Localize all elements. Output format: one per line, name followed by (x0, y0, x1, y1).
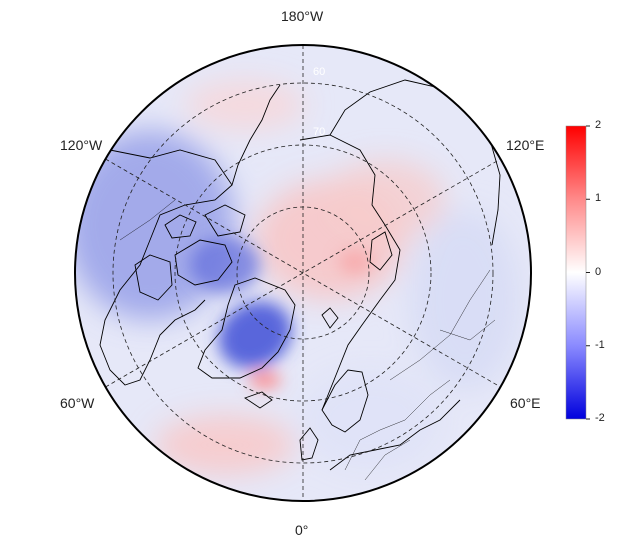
colorbar-gradient (566, 126, 586, 419)
coastline-alaska (231, 84, 281, 186)
border-canada-alaska (119, 199, 176, 241)
latitude-label-60: 60 (313, 66, 325, 78)
anomaly-siberia (325, 160, 445, 240)
coastline-iceland (244, 391, 273, 409)
border-russia-south (389, 269, 491, 381)
coastlines (99, 79, 501, 471)
colorbar-tick-label: 1 (595, 192, 602, 205)
colorbar (565, 125, 590, 420)
coastline-europe (329, 399, 461, 471)
latitude-circle-outer (112, 82, 494, 464)
coastline-scandinavia (321, 369, 369, 433)
anomaly-pacific (185, 80, 305, 130)
coastline-eurasia-north (299, 134, 401, 411)
longitude-label-lower-left: 60°W (60, 395, 95, 411)
coastline-arctic-island-2 (164, 214, 197, 239)
longitude-label-upper-right: 120°E (506, 137, 545, 153)
colorbar-ticks (586, 125, 590, 420)
colorbar-tick-label: -1 (595, 338, 605, 351)
map-disk (75, 45, 531, 501)
border-europe-1 (344, 379, 451, 471)
longitude-label-bottom: 0° (295, 522, 309, 538)
coastline-north-america (99, 149, 233, 386)
anomaly-north-atlantic (155, 415, 295, 475)
meridian-60w-120e (105, 158, 501, 388)
longitude-label-upper-left: 120°W (60, 137, 103, 153)
anomaly-east-asia (410, 210, 520, 390)
country-borders (119, 199, 496, 481)
coastline-hudson-bay (134, 254, 173, 301)
meridian-120w-60e (105, 158, 501, 388)
border-central-asia (439, 319, 496, 341)
coastline-arctic-island-1 (204, 204, 246, 237)
anomaly-greenland (218, 301, 292, 369)
anomaly-iceland (249, 372, 281, 388)
map-boundary (74, 44, 532, 502)
coastline-svalbard (321, 307, 339, 329)
coastline-greenland (197, 277, 296, 379)
anomaly-kara-sea (339, 250, 371, 274)
coastline-novaya-zemlya (369, 231, 393, 271)
anomaly-canadian-archipelago (190, 237, 260, 293)
border-europe-2 (364, 439, 411, 481)
latitude-label-70: 70 (313, 126, 325, 138)
coastline-uk (299, 427, 319, 461)
longitude-label-top: 180°W (281, 8, 324, 24)
anomaly-field-strong (190, 237, 371, 388)
longitude-label-lower-right: 60°E (510, 395, 541, 411)
colorbar-tick-label: 2 (595, 119, 602, 131)
colorbar-tick-label: 0 (595, 265, 602, 278)
colorbar-tick-label: -2 (595, 412, 605, 424)
graticule (105, 45, 501, 501)
anomaly-europe (300, 370, 440, 470)
coastline-canadian-islands (174, 239, 233, 286)
